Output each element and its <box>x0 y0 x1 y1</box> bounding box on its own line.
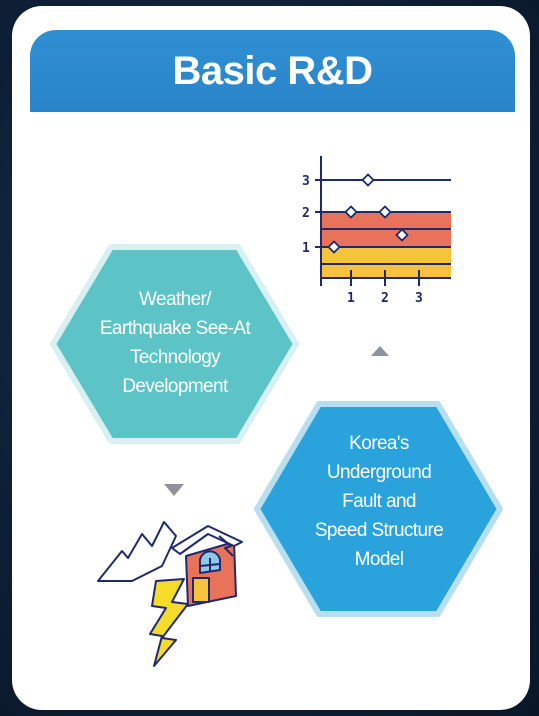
hexagon-label-line: Development <box>122 376 228 397</box>
title-banner: Basic R&D <box>30 30 515 112</box>
chart-point <box>344 205 358 219</box>
arrow-up-icon <box>371 346 389 356</box>
hexagon-label-line: Underground <box>326 462 432 483</box>
chart-band-lower-a <box>321 247 451 264</box>
chart-y-tick-label: 1 <box>302 241 310 256</box>
chart-band-middle <box>321 229 451 247</box>
hexagon-label-line: Earthquake See-At <box>99 318 251 339</box>
house-door <box>192 577 210 603</box>
chart-y-tick-label: 3 <box>302 174 310 189</box>
chart-x-tick-label: 1 <box>347 291 355 306</box>
fault-model-hexagon-label: Korea's Underground Fault and Speed Stru… <box>262 429 496 574</box>
mountain-shape <box>97 521 177 582</box>
earthquake-house-icon <box>97 521 243 667</box>
window-frame <box>199 563 221 567</box>
chart-x-tick-label: 2 <box>381 291 389 306</box>
page-title: Basic R&D <box>172 48 373 93</box>
roof-crack <box>218 535 234 557</box>
chart-point <box>395 228 409 242</box>
hexagon-label-line: Model <box>354 549 404 570</box>
hexagon-label-line: Technology <box>129 347 221 368</box>
diagram-canvas: 3 2 1 1 2 3 <box>50 156 503 667</box>
weather-hexagon-label: Weather/ Earthquake See-At Technology De… <box>57 285 293 401</box>
arrow-down-icon <box>164 484 184 496</box>
hexagon-label-line: Fault and <box>342 491 416 512</box>
line-chart-icon: 3 2 1 1 2 3 <box>302 156 451 306</box>
chart-point <box>361 173 375 187</box>
lightning-bolt <box>149 578 189 667</box>
chart-x-tick-label: 3 <box>415 291 423 306</box>
house-roof <box>171 525 243 555</box>
chart-point <box>378 205 392 219</box>
basic-rd-card: Basic R&D 3 <box>12 6 530 710</box>
hexagon-label-line: Speed Structure <box>314 520 444 541</box>
hexagon-label-line: Weather/ <box>139 289 212 310</box>
chart-y-tick-label: 2 <box>302 206 310 221</box>
hexagon-label-line: Korea's <box>349 433 409 454</box>
fault-model-hexagon <box>254 401 503 617</box>
chart-point <box>327 240 341 254</box>
weather-hexagon <box>50 244 299 444</box>
